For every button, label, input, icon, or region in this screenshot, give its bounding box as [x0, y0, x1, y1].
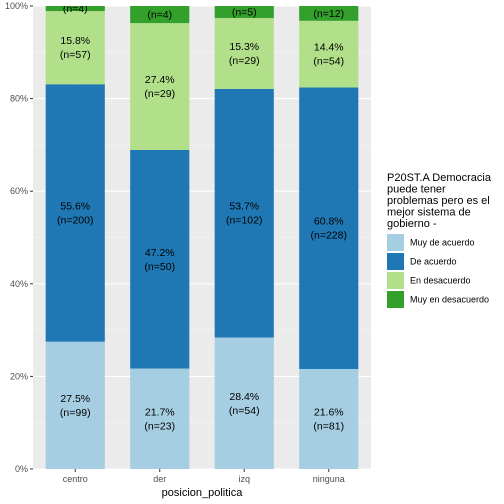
bar-label: (n=99): [60, 407, 91, 419]
bar-label: 27.4%: [145, 74, 175, 86]
bar-label: 21.7%: [145, 406, 175, 418]
y-tick-label: 60%: [10, 186, 28, 196]
bar-label: (n=23): [144, 420, 175, 432]
bar-segment: [214, 6, 274, 19]
legend-title: puede tener: [387, 184, 446, 196]
bar-label: (n=200): [57, 214, 93, 226]
bar-segment: [214, 337, 274, 469]
bar-label: (n=57): [60, 49, 91, 61]
bar-label: 47.2%: [145, 247, 175, 259]
bar-label: 27.5%: [60, 393, 90, 405]
legend-label: De acuerdo: [410, 257, 457, 267]
bar-label: 53.7%: [229, 201, 259, 213]
bar-segment: [130, 368, 190, 469]
y-axis: 0% 20% 40% 60% 80% 100%: [5, 1, 33, 474]
bar-label: (n=228): [311, 230, 347, 242]
bar-label: 15.8%: [60, 35, 90, 47]
bar-label: (n=29): [229, 55, 260, 67]
bar-label: (n=5): [232, 7, 257, 19]
bar-label: (n=102): [226, 215, 262, 227]
legend-title: mejor sistema de: [387, 207, 471, 219]
x-axis-title: posicion_politica: [162, 487, 244, 499]
bar-label: (n=54): [313, 56, 344, 68]
legend-label: Muy de acuerdo: [410, 238, 475, 248]
bar-label: 21.6%: [314, 406, 344, 418]
bar-label: (n=54): [229, 405, 260, 417]
bars: [45, 6, 359, 469]
y-tick-label: 20%: [10, 371, 28, 381]
x-tick-label: ninguna: [313, 474, 345, 484]
bar-label: (n=4): [147, 9, 172, 21]
legend-title: gobierno -: [387, 218, 437, 230]
bar-label: 60.8%: [314, 216, 344, 228]
bar-segment: [130, 23, 190, 150]
y-tick-label: 0%: [15, 464, 28, 474]
legend-label: En desacuerdo: [410, 276, 471, 286]
bar-label: 55.6%: [60, 200, 90, 212]
bar-segment: [130, 6, 190, 24]
x-axis: centro der izq ninguna: [63, 469, 345, 484]
bar-segment: [214, 18, 274, 89]
x-tick-label: centro: [63, 474, 88, 484]
bar-labels: 27.5% (n=99) 55.6% (n=200) 15.8% (n=57) (n=4) 2…: [57, 3, 347, 432]
y-tick-label: 40%: [10, 279, 28, 289]
legend-key: [387, 234, 404, 251]
legend-title: P20ST.A Democracia: [387, 172, 492, 184]
bar-label: (n=50): [144, 261, 175, 273]
y-tick-label: 100%: [5, 1, 28, 11]
bar-segment: [45, 11, 105, 85]
bar-segment: [130, 149, 190, 369]
bar-segment: [299, 87, 359, 369]
bar-segment: [45, 84, 105, 342]
bar-segment: [299, 368, 359, 469]
bar-segment: [214, 88, 274, 338]
legend-key: [387, 291, 404, 308]
x-tick-label: izq: [238, 474, 250, 484]
bar-label: (n=29): [144, 88, 175, 100]
bar-label: 14.4%: [314, 42, 344, 54]
x-tick-label: der: [153, 474, 166, 484]
bar-label: 15.3%: [229, 41, 259, 53]
bar-label: (n=12): [313, 8, 344, 20]
y-tick-label: 80%: [10, 94, 28, 104]
bar-label: (n=81): [313, 420, 344, 432]
bar-label: (n=4): [63, 3, 88, 15]
legend-key: [387, 253, 404, 270]
bar-segment: [299, 6, 359, 21]
bar-segment: [45, 6, 105, 12]
legend-title: problemas pero es el: [387, 195, 490, 207]
bar-label: 28.4%: [229, 391, 259, 403]
bar-segment: [45, 341, 105, 469]
legend-key: [387, 272, 404, 289]
legend-label: Muy en desacuerdo: [410, 295, 489, 305]
bar-segment: [299, 20, 359, 88]
